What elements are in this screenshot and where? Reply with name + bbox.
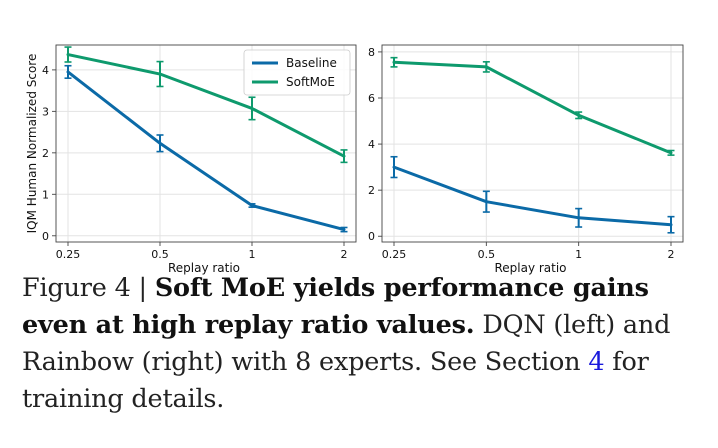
figure-caption: Figure 4 | Soft MoE yields performance g… [22,270,702,418]
caption-title: Soft MoE yields performance gains even a… [22,273,649,340]
x-tick-label: 0.5 [151,248,169,261]
x-tick-label: 0.5 [478,248,496,261]
series-line-baseline [392,165,673,227]
x-axis-label: Replay ratio [494,261,566,275]
x-axis-label: Replay ratio [168,261,240,275]
series-line-softmoe [392,60,673,155]
y-tick-label: 4 [368,138,375,151]
y-tick-label: 6 [368,92,375,105]
series-line-baseline [66,70,346,232]
y-tick-label: 4 [42,64,49,77]
line-charts: 0 1 2 3 4 0.25 0.5 1 2 Replay ratio IQM Human Norm… [25,44,684,275]
y-tick-label: 2 [42,147,49,160]
y-tick-label: 2 [368,184,375,197]
chart-panel-right: 0 2 4 6 8 0.25 0.5 1 2 Replay ratio [368,44,684,275]
section-link[interactable]: 4 [588,347,605,377]
y-tick-label: 1 [42,188,49,201]
caption-figure-label: Figure 4 | [22,273,155,303]
x-tick-label: 1 [575,248,582,261]
legend: Baseline SoftMoE [243,49,351,96]
chart-panel-left: 0 1 2 3 4 0.25 0.5 1 2 Replay ratio IQM Human Norm… [25,44,357,275]
x-tick-label: 2 [668,248,675,261]
caption-body-1: DQN (left) and Rainbow (right) with 8 ex… [22,310,671,377]
series-line-softmoe [66,53,346,158]
y-axis-label: IQM Human Normalized Score [25,54,39,234]
x-tick-label: 0.25 [56,248,81,261]
y-tick-label: 0 [368,230,375,243]
caption-body-2: for training details. [22,347,649,414]
legend-label-softmoe: SoftMoE [286,75,335,89]
x-tick-label: 1 [249,248,256,261]
plot-frame [55,44,357,243]
x-tick-label: 2 [341,248,348,261]
legend-box [243,49,351,96]
y-tick-label: 3 [42,105,49,118]
plot-frame [381,44,684,243]
x-tick-label: 0.25 [382,248,407,261]
legend-label-baseline: Baseline [286,56,337,70]
y-tick-label: 0 [42,230,49,243]
figure-panels: 0 1 2 3 4 0.25 0.5 1 2 Replay ratio IQM Human Norm… [25,44,684,275]
y-tick-label: 8 [368,46,375,59]
